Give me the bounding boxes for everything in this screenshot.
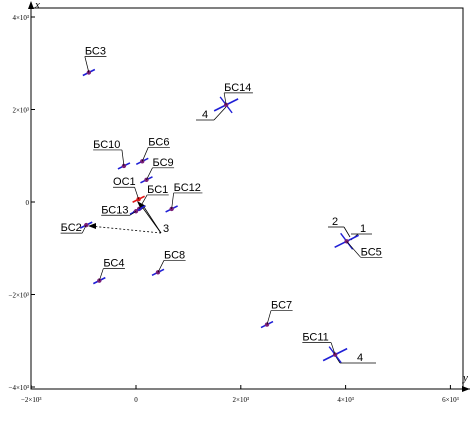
station-leader	[346, 241, 361, 258]
station-label: БС14	[224, 82, 251, 94]
arrow-3-dashed	[89, 225, 162, 234]
y-tick-label: 4×10³	[12, 14, 29, 22]
station-leader	[134, 187, 139, 200]
station-label: ОС1	[113, 176, 136, 188]
station-label: БС3	[85, 46, 106, 58]
annotation-1-label: 1	[360, 223, 366, 235]
station-leader	[330, 342, 336, 355]
station-label: БС7	[271, 300, 292, 312]
station-2: БС10	[93, 139, 131, 170]
station-label: БС12	[174, 182, 201, 194]
station-leader	[157, 260, 165, 273]
station-8: БС13	[101, 204, 143, 216]
station-12: БС5	[334, 232, 383, 258]
station-leader	[146, 167, 153, 180]
y-tick-label: 2×10³	[12, 107, 29, 115]
x-axis-arrow	[462, 386, 470, 392]
station-1: БС14	[213, 82, 253, 114]
station-label: БС13	[101, 204, 128, 216]
station-3: БС6	[135, 136, 170, 166]
station-13: БС7	[260, 300, 293, 329]
station-leader	[223, 92, 227, 105]
annotation-3-label: 3	[163, 223, 169, 235]
arrow-3-solid-2	[143, 206, 162, 234]
station-7: БС12	[165, 182, 203, 213]
station-10: БС4	[92, 258, 125, 285]
y-axis-arrow	[28, 1, 34, 9]
y-tick-label: 0	[26, 199, 30, 207]
station-leader	[84, 56, 90, 73]
station-leader	[141, 147, 149, 162]
annotation-4a-label: 4	[202, 109, 208, 121]
station-label: БС2	[61, 222, 82, 234]
tick-group: −2×10³ 0 2×10³ 4×10³ 6×10³ 4×10³ 2×10³ 0 −2×10³ −…	[9, 14, 459, 404]
station-leader	[171, 192, 174, 209]
station-leader	[129, 210, 137, 216]
arrow-3-dashed-head	[88, 223, 96, 229]
station-label: БС10	[93, 139, 120, 151]
station-14: БС11	[302, 332, 348, 364]
stations-group: БС3 БС14 БС10 БС6 БС9 ОС1 БС1 БС12 БС13 БС2 БС4 БС8…	[60, 46, 383, 364]
station-leader	[98, 268, 104, 281]
annotation-4-bs11: 4	[332, 351, 376, 364]
annotation-bs5-callouts: 1 2	[328, 216, 372, 241]
station-label: БС5	[361, 246, 382, 258]
annotation-2-label: 2	[332, 216, 338, 228]
y-tick-label: −2×10³	[9, 292, 30, 300]
y-tick-label: −4×10³	[9, 384, 30, 392]
station-4: БС9	[140, 157, 175, 184]
station-11: БС8	[151, 249, 186, 277]
x-tick-label: 0	[134, 396, 138, 404]
x-axis-name: y	[462, 372, 468, 384]
annotation-4-bs14: 4	[196, 106, 227, 121]
station-label: БС1	[147, 184, 168, 196]
leader-4a-diag	[213, 106, 227, 121]
station-label: БС9	[152, 157, 173, 169]
annotation-4b-label: 4	[357, 352, 363, 364]
plot-frame	[30, 7, 464, 390]
station-leader	[138, 194, 148, 210]
leader-2-diag	[343, 226, 351, 238]
x-tick-label: 2×10³	[233, 396, 250, 404]
station-5: ОС1	[113, 176, 145, 203]
x-tick-label: −2×10³	[21, 396, 42, 404]
x-tick-label: 4×10³	[337, 396, 354, 404]
station-label: БС4	[103, 258, 124, 270]
y-axis-name: x	[34, 0, 40, 11]
station-label: БС6	[148, 136, 169, 148]
station-0: БС3	[82, 46, 107, 77]
annotation-3-arrows: 3	[88, 201, 169, 235]
station-leader	[266, 310, 272, 325]
station-9: БС2	[60, 221, 93, 234]
x-tick-label: 6×10³	[442, 396, 459, 404]
station-label: БС8	[164, 249, 185, 261]
station-leader	[81, 224, 87, 234]
station-label: БС11	[302, 332, 328, 344]
station-leader	[121, 149, 125, 166]
